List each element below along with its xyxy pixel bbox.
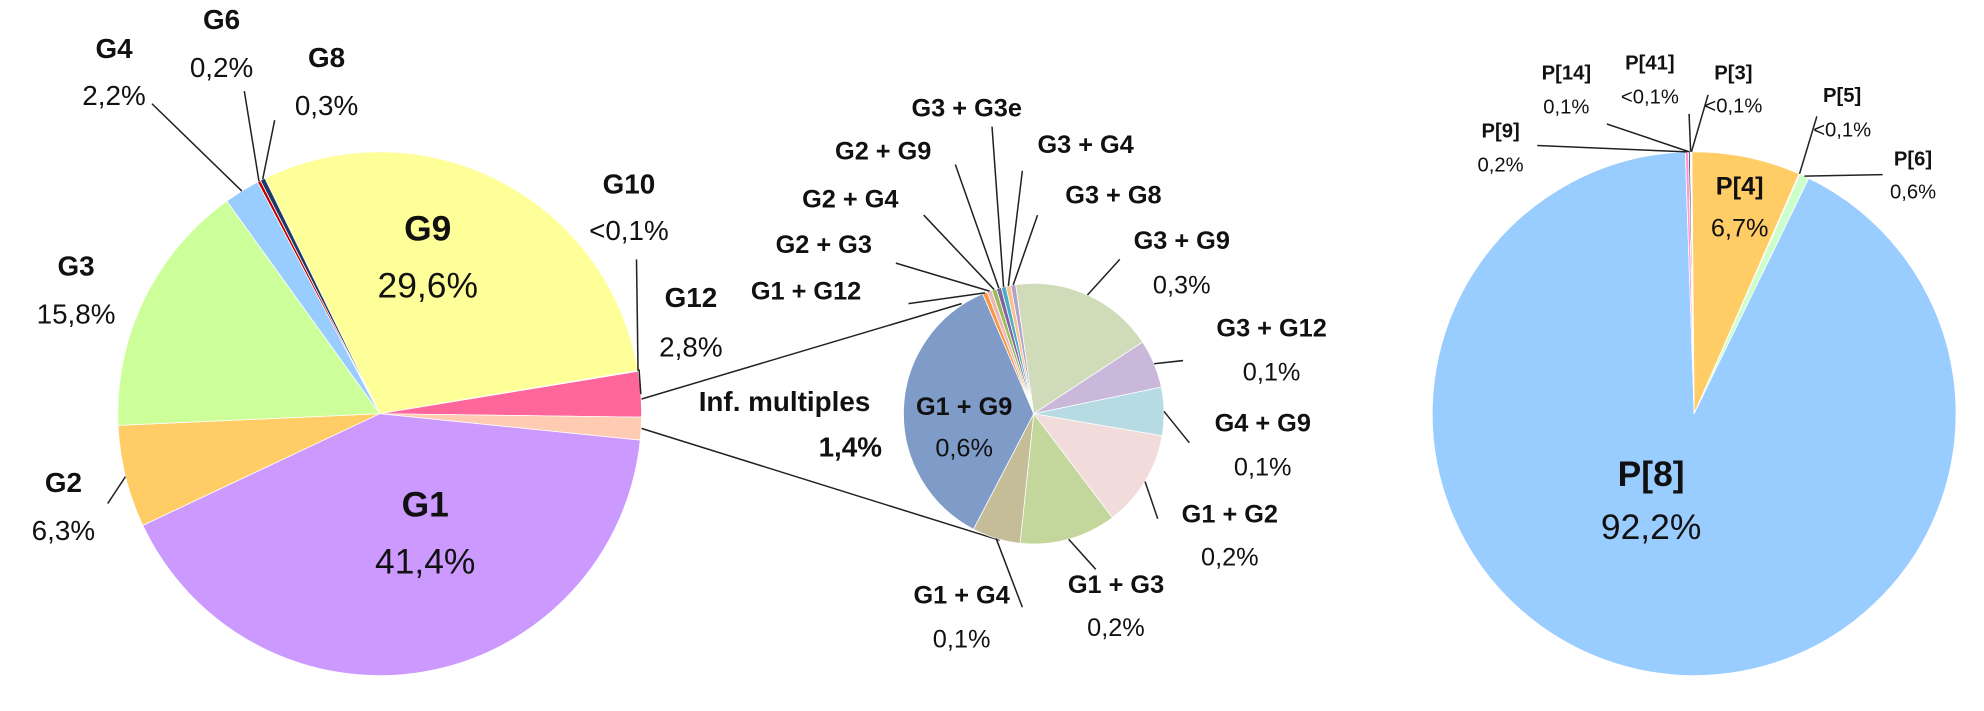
slice-label: G1 + G2 bbox=[1182, 500, 1278, 528]
slice-value: <0,1% bbox=[1621, 86, 1679, 108]
leader-line bbox=[1798, 116, 1818, 175]
slice-value: 0,6% bbox=[935, 435, 993, 463]
slice-label: G1 + G4 bbox=[913, 581, 1009, 609]
pie-slice bbox=[1019, 412, 1113, 545]
leader-line bbox=[1163, 410, 1190, 444]
pie-slice bbox=[1431, 151, 1957, 676]
leader-line bbox=[1537, 144, 1687, 153]
leader-line bbox=[638, 369, 642, 395]
slice-value: 0,2% bbox=[1201, 543, 1259, 571]
slice-label: G1 + G9 bbox=[916, 393, 1012, 421]
pie-slice bbox=[264, 151, 639, 415]
leader-line bbox=[1086, 258, 1121, 296]
leader-line bbox=[1804, 173, 1883, 177]
slice-label: G3 + G8 bbox=[1065, 182, 1161, 210]
slice-value: 0,1% bbox=[1243, 359, 1301, 387]
leader-line bbox=[1690, 94, 1709, 153]
slice-label: Inf. multiples bbox=[699, 386, 871, 417]
pie-slice bbox=[1032, 413, 1163, 519]
slice-label: P[14] bbox=[1542, 62, 1591, 84]
slice-value: 6,3% bbox=[32, 515, 95, 546]
slice-label: G6 bbox=[203, 4, 240, 35]
slice-value: 0,3% bbox=[295, 90, 358, 121]
leader-line bbox=[908, 292, 986, 305]
pie-slice bbox=[1015, 283, 1144, 415]
leader-line bbox=[1068, 538, 1097, 570]
slice-value: 0,2% bbox=[1478, 155, 1524, 177]
slice-label: P[8] bbox=[1618, 454, 1685, 494]
slice-value: 0,1% bbox=[1543, 97, 1589, 119]
leader-line bbox=[1007, 170, 1024, 286]
leader-line bbox=[1606, 123, 1690, 153]
leader-line bbox=[107, 476, 127, 504]
slice-label: G12 bbox=[665, 282, 718, 313]
slice-label: G8 bbox=[308, 42, 345, 73]
slice-value: 29,6% bbox=[378, 266, 478, 306]
slice-value: 0,1% bbox=[933, 626, 991, 654]
slice-label: P[9] bbox=[1481, 121, 1519, 143]
leader-line bbox=[923, 214, 995, 291]
leader-line bbox=[635, 259, 639, 371]
slice-label: G3 + G12 bbox=[1216, 314, 1326, 342]
slice-label: G4 bbox=[95, 33, 133, 64]
slice-label: G1 + G3 bbox=[1068, 571, 1164, 599]
connector-line bbox=[638, 426, 1000, 541]
slice-label: G3 + G3e bbox=[912, 94, 1022, 122]
leader-line bbox=[1688, 113, 1692, 152]
slice-label: G4 + G9 bbox=[1215, 409, 1311, 437]
leader-line bbox=[1154, 359, 1184, 365]
slice-value: 2,2% bbox=[82, 80, 145, 111]
slice-value: 1,4% bbox=[819, 431, 883, 462]
slice-label: G1 bbox=[402, 484, 449, 524]
slice-value: <0,1% bbox=[589, 215, 669, 246]
pie-slice bbox=[903, 293, 1035, 530]
slice-label: G1 + G12 bbox=[751, 278, 861, 306]
slice-value: 0,6% bbox=[1890, 181, 1936, 203]
leader-line bbox=[151, 103, 243, 192]
slice-label: P[6] bbox=[1894, 148, 1932, 170]
leader-line bbox=[261, 120, 276, 180]
slice-value: 15,8% bbox=[37, 299, 116, 330]
slice-label: G10 bbox=[603, 168, 656, 199]
slice-label: G2 + G4 bbox=[802, 185, 898, 213]
slice-value: 0,3% bbox=[1153, 271, 1211, 299]
slice-label: G2 + G9 bbox=[835, 137, 931, 165]
slice-label: G3 + G4 bbox=[1037, 131, 1133, 159]
leader-line bbox=[991, 126, 1005, 287]
pie-slice bbox=[1691, 151, 1800, 414]
slice-label: G2 + G3 bbox=[776, 231, 872, 259]
slice-value: 0,1% bbox=[1234, 454, 1292, 482]
leader-line bbox=[1012, 214, 1039, 286]
leader-line bbox=[243, 90, 260, 182]
slice-label: G9 bbox=[404, 209, 451, 249]
connector-line bbox=[638, 302, 962, 401]
slice-value: <0,1% bbox=[1704, 95, 1762, 117]
slice-label: P[3] bbox=[1714, 62, 1752, 84]
pie-slice bbox=[259, 177, 381, 414]
leader-line bbox=[995, 538, 1024, 608]
leader-line bbox=[895, 262, 990, 292]
leader-line bbox=[1144, 481, 1159, 519]
slice-value: 92,2% bbox=[1601, 507, 1701, 547]
slice-value: 0,2% bbox=[1087, 614, 1145, 642]
slice-label: P[41] bbox=[1625, 52, 1674, 74]
slice-value: 41,4% bbox=[375, 541, 475, 581]
slice-label: P[5] bbox=[1823, 85, 1861, 107]
slice-value: <0,1% bbox=[1813, 119, 1871, 141]
slice-value: 6,7% bbox=[1711, 214, 1769, 242]
slice-value: 2,8% bbox=[659, 332, 722, 363]
slice-label: G3 + G9 bbox=[1134, 227, 1230, 255]
pie-slice bbox=[117, 200, 381, 426]
slice-value: 0,2% bbox=[190, 52, 253, 83]
slice-label: G3 bbox=[57, 251, 94, 282]
slice-label: P[4] bbox=[1716, 173, 1764, 201]
leader-line bbox=[954, 164, 1000, 289]
slice-label: G2 bbox=[45, 467, 82, 498]
pie-slice bbox=[142, 413, 641, 676]
